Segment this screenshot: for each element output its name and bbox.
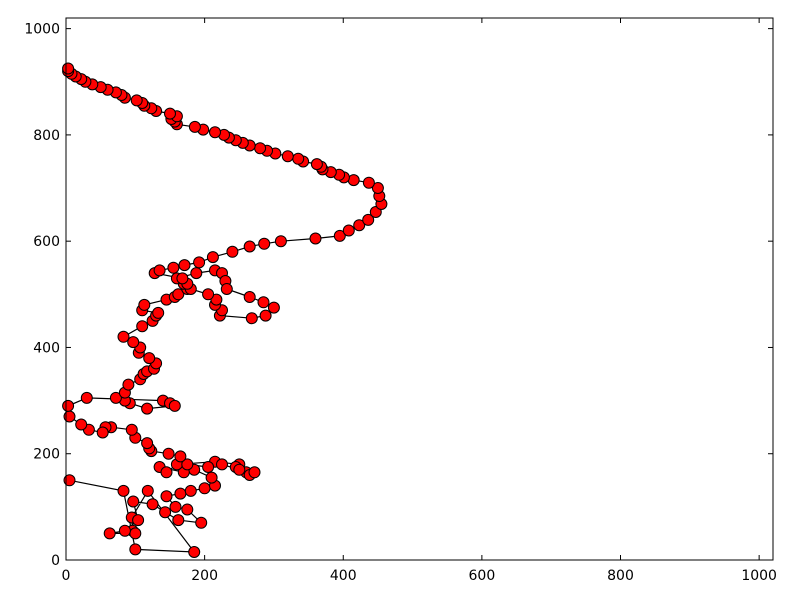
city-point	[178, 259, 191, 272]
city-point	[96, 426, 109, 439]
y-axis: 0 200 400 600 800 1000	[24, 22, 773, 569]
city-point	[174, 450, 187, 463]
city-point	[248, 466, 261, 479]
city-point	[130, 94, 143, 107]
y-tick-label: 400	[33, 340, 60, 356]
x-tick-label: 400	[330, 568, 357, 584]
city-point	[152, 306, 165, 319]
city-point	[245, 312, 258, 325]
y-tick-label: 1000	[24, 22, 60, 38]
city-point	[127, 336, 140, 349]
city-point	[172, 288, 185, 301]
x-tick-label: 600	[469, 568, 496, 584]
city-point	[160, 466, 173, 479]
city-point	[176, 272, 189, 285]
city-point	[309, 232, 322, 245]
city-point	[75, 418, 88, 431]
city-point	[220, 283, 233, 295]
city-point	[243, 291, 256, 303]
city-point	[141, 402, 154, 415]
plot-area	[62, 62, 388, 558]
city-point	[198, 482, 211, 495]
city-point	[164, 107, 176, 120]
city-point	[153, 264, 166, 277]
city-point	[258, 237, 271, 250]
city-point	[310, 158, 323, 171]
city-point	[62, 62, 75, 75]
city-point	[362, 213, 375, 226]
x-axis: 0 200 400 600 800 1000	[62, 18, 777, 584]
city-point	[103, 527, 116, 540]
city-point	[333, 229, 346, 242]
city-point	[181, 503, 194, 516]
city-point	[146, 498, 159, 511]
city-point	[216, 458, 228, 471]
city-point	[181, 458, 194, 471]
city-point	[174, 487, 187, 500]
city-point	[195, 516, 208, 529]
city-point	[190, 267, 203, 280]
y-tick-label: 200	[33, 447, 60, 463]
x-tick-label: 1000	[741, 568, 777, 584]
city-point	[132, 514, 145, 527]
city-point	[141, 484, 154, 497]
city-point	[143, 352, 156, 365]
city-point	[371, 182, 384, 194]
city-point	[254, 142, 267, 155]
y-tick-label: 600	[33, 234, 60, 250]
city-point	[362, 176, 375, 189]
city-point	[205, 471, 218, 484]
city-point	[172, 514, 185, 527]
y-tick-label: 800	[33, 128, 60, 144]
city-point	[109, 391, 122, 404]
city-point	[63, 474, 76, 487]
x-tick-label: 0	[62, 568, 71, 584]
city-point	[117, 330, 130, 343]
city-point	[169, 500, 182, 513]
city-point	[206, 251, 219, 264]
city-point	[267, 301, 280, 314]
city-point	[193, 256, 206, 269]
city-point	[233, 463, 246, 476]
city-point	[243, 240, 256, 253]
city-point	[159, 506, 172, 519]
city-point	[118, 524, 131, 537]
city-point	[202, 461, 215, 473]
x-tick-label: 800	[607, 568, 634, 584]
city-point	[162, 447, 175, 460]
city-point	[209, 126, 221, 139]
city-point	[160, 490, 173, 503]
city-point	[138, 298, 151, 311]
city-point	[136, 320, 149, 333]
city-point	[129, 527, 142, 540]
city-point	[80, 391, 93, 404]
city-point	[292, 152, 305, 165]
city-point	[226, 245, 239, 258]
city-point	[342, 224, 355, 237]
city-point	[167, 261, 180, 274]
city-point	[281, 150, 294, 163]
city-point	[188, 546, 201, 558]
city-point	[184, 484, 197, 497]
city-point	[62, 399, 75, 412]
city-point	[117, 484, 130, 497]
city-point	[274, 235, 287, 248]
y-tick-label: 0	[51, 553, 60, 569]
city-point	[257, 296, 270, 309]
city-point	[353, 219, 366, 232]
city-point	[141, 437, 154, 450]
x-tick-label: 200	[191, 568, 218, 584]
city-point	[129, 543, 142, 556]
city-point	[188, 120, 201, 133]
city-point	[122, 378, 135, 391]
city-point	[259, 309, 272, 322]
axes-frame	[65, 17, 774, 561]
city-point	[202, 288, 215, 301]
city-point	[168, 399, 181, 412]
city-point	[127, 495, 140, 508]
city-point	[347, 174, 360, 187]
city-point	[125, 423, 138, 436]
